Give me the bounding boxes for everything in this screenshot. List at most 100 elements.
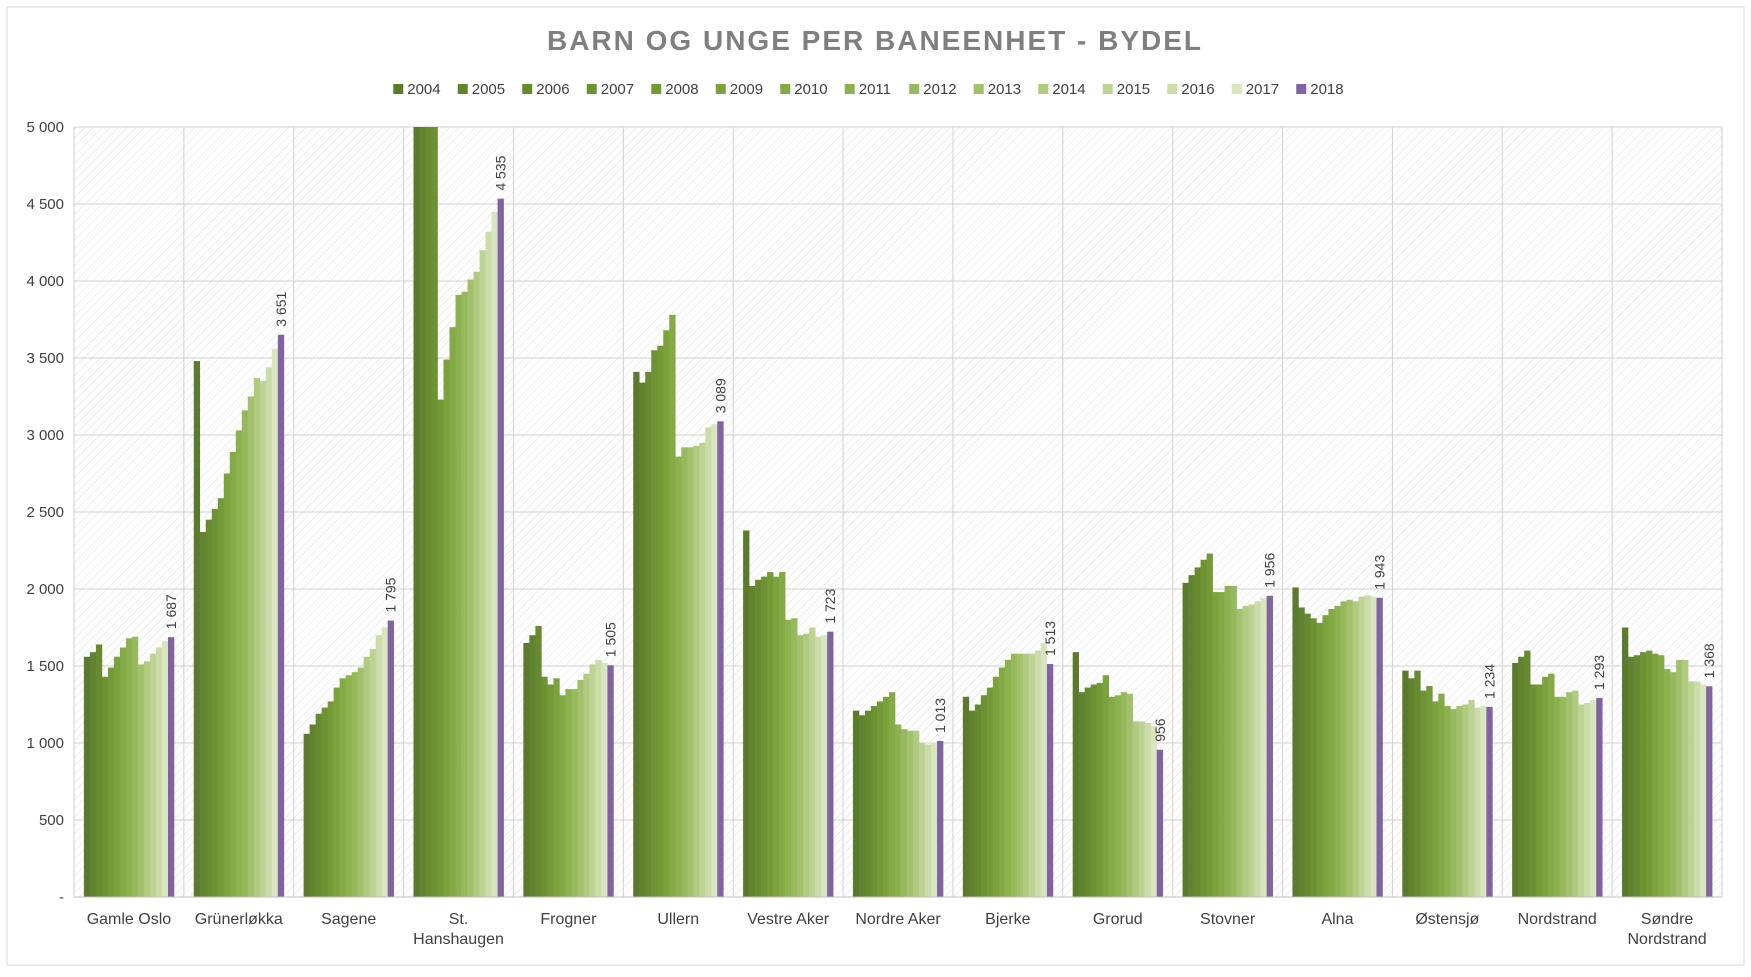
bar-2006: [1634, 655, 1641, 897]
data-label-2018: 4 535: [493, 155, 509, 190]
x-tick-label: Alna: [1321, 911, 1353, 928]
bar-2016: [265, 367, 273, 897]
bar-2005: [89, 652, 97, 897]
chart-title: BARN OG UNGE PER BANEENHET - BYDEL: [547, 25, 1203, 56]
bar-2011: [1004, 659, 1012, 897]
bar-2017: [711, 424, 718, 897]
bar-2010: [1218, 592, 1225, 897]
bar-2009: [663, 330, 670, 897]
bar-2007: [1310, 618, 1317, 897]
bar-2009: [1542, 676, 1549, 897]
bar-2015: [1248, 604, 1255, 897]
legend-label: 2016: [1181, 81, 1214, 98]
bar-2007: [761, 576, 768, 897]
bar-2012: [1340, 601, 1347, 897]
bar-2016: [925, 744, 932, 897]
bar-2011: [1114, 695, 1122, 897]
bar-2004: [193, 361, 201, 898]
bar-2009: [553, 678, 560, 897]
x-tick-label: Nordstrand: [1518, 911, 1597, 928]
data-label-2018: 1 505: [602, 622, 618, 657]
legend-item-2016: 2016: [1167, 81, 1215, 98]
bar-2015: [149, 653, 157, 897]
bar-2012: [461, 291, 468, 897]
y-tick-label: 2 000: [26, 581, 64, 598]
x-axis: Gamle Oslo Grünerløkka Sagene St. Hanshaugen…: [74, 896, 1722, 948]
bar-2008: [1206, 553, 1213, 897]
legend-item-2010: 2010: [780, 81, 828, 98]
x-tick-label: Østensjø: [1415, 911, 1479, 928]
legend-item-2007: 2007: [586, 81, 634, 98]
bar-2016: [1364, 595, 1371, 897]
bar-2017: [1040, 642, 1048, 897]
data-label-2018: 1 956: [1262, 553, 1278, 588]
legend-item-2012: 2012: [909, 81, 957, 98]
bar-2016: [705, 427, 712, 897]
bar-2005: [1078, 692, 1085, 897]
bar-2009: [1102, 675, 1110, 897]
y-tick-label: 3 000: [26, 427, 64, 444]
bar-2018: [1486, 706, 1493, 897]
bar-2013: [1346, 599, 1353, 897]
bar-2013: [1566, 692, 1573, 897]
bar-2007: [870, 706, 878, 897]
y-tick-label: 500: [39, 812, 64, 829]
legend-label: 2006: [536, 81, 569, 98]
legend-swatch: [1167, 84, 1178, 94]
bar-2018: [1046, 664, 1054, 897]
legend-item-2014: 2014: [1038, 81, 1086, 98]
bar-2008: [986, 687, 994, 897]
bar-2005: [199, 532, 207, 897]
bar-2014: [583, 673, 590, 897]
legend-swatch: [651, 84, 662, 94]
bar-2012: [1230, 585, 1237, 897]
bar-2007: [1090, 684, 1098, 897]
bar-2013: [1016, 653, 1024, 897]
bar-2005: [1188, 575, 1195, 897]
bar-2010: [339, 678, 346, 897]
y-tick-label: -: [59, 889, 64, 906]
bar-2009: [223, 473, 231, 897]
legend-item-2017: 2017: [1231, 81, 1279, 98]
bar-2015: [479, 250, 486, 897]
bar-2015: [589, 664, 596, 897]
bar-2013: [247, 396, 255, 897]
bar-2013: [137, 664, 145, 897]
bar-2008: [547, 684, 554, 897]
bar-2009: [113, 656, 121, 897]
bar-2006: [974, 704, 982, 897]
bar-2018: [1266, 595, 1273, 897]
bar-2011: [565, 689, 572, 897]
x-tick-label: Grünerløkka: [195, 911, 283, 928]
bar-2008: [1426, 686, 1433, 897]
y-tick-label: 4 500: [26, 196, 64, 213]
bar-2015: [259, 381, 267, 898]
bar-2012: [351, 672, 358, 897]
bar-2015: [1358, 596, 1365, 897]
data-label-2018: 1 293: [1591, 655, 1607, 690]
legend-label: 2018: [1310, 81, 1343, 98]
bar-2011: [1554, 696, 1561, 897]
bar-2010: [1328, 609, 1335, 897]
x-tick-label: Nordre Aker: [855, 911, 941, 928]
bar-2005: [639, 382, 646, 897]
legend-swatch: [522, 84, 533, 94]
bar-2004: [303, 733, 310, 897]
legend-swatch: [1102, 84, 1113, 94]
data-label-2018: 1 795: [383, 577, 399, 612]
bar-2017: [1260, 598, 1267, 897]
bar-2016: [485, 231, 492, 898]
bar-2004: [1512, 662, 1519, 897]
bar-2013: [1236, 609, 1243, 897]
data-labels: 1 687 3 651 1 795 4 535 1 505 3 089 1 723 1 013…: [163, 155, 1717, 741]
y-tick-label: 3 500: [26, 350, 64, 367]
data-label-2018: 956: [1152, 718, 1168, 742]
bar-2004: [1072, 652, 1079, 897]
bar-2009: [1652, 653, 1659, 897]
bar-2012: [241, 410, 249, 897]
x-tick-label: Ullern: [657, 911, 699, 928]
bar-2007: [1420, 690, 1427, 897]
bar-2011: [1444, 706, 1451, 897]
bar-2009: [333, 687, 340, 897]
